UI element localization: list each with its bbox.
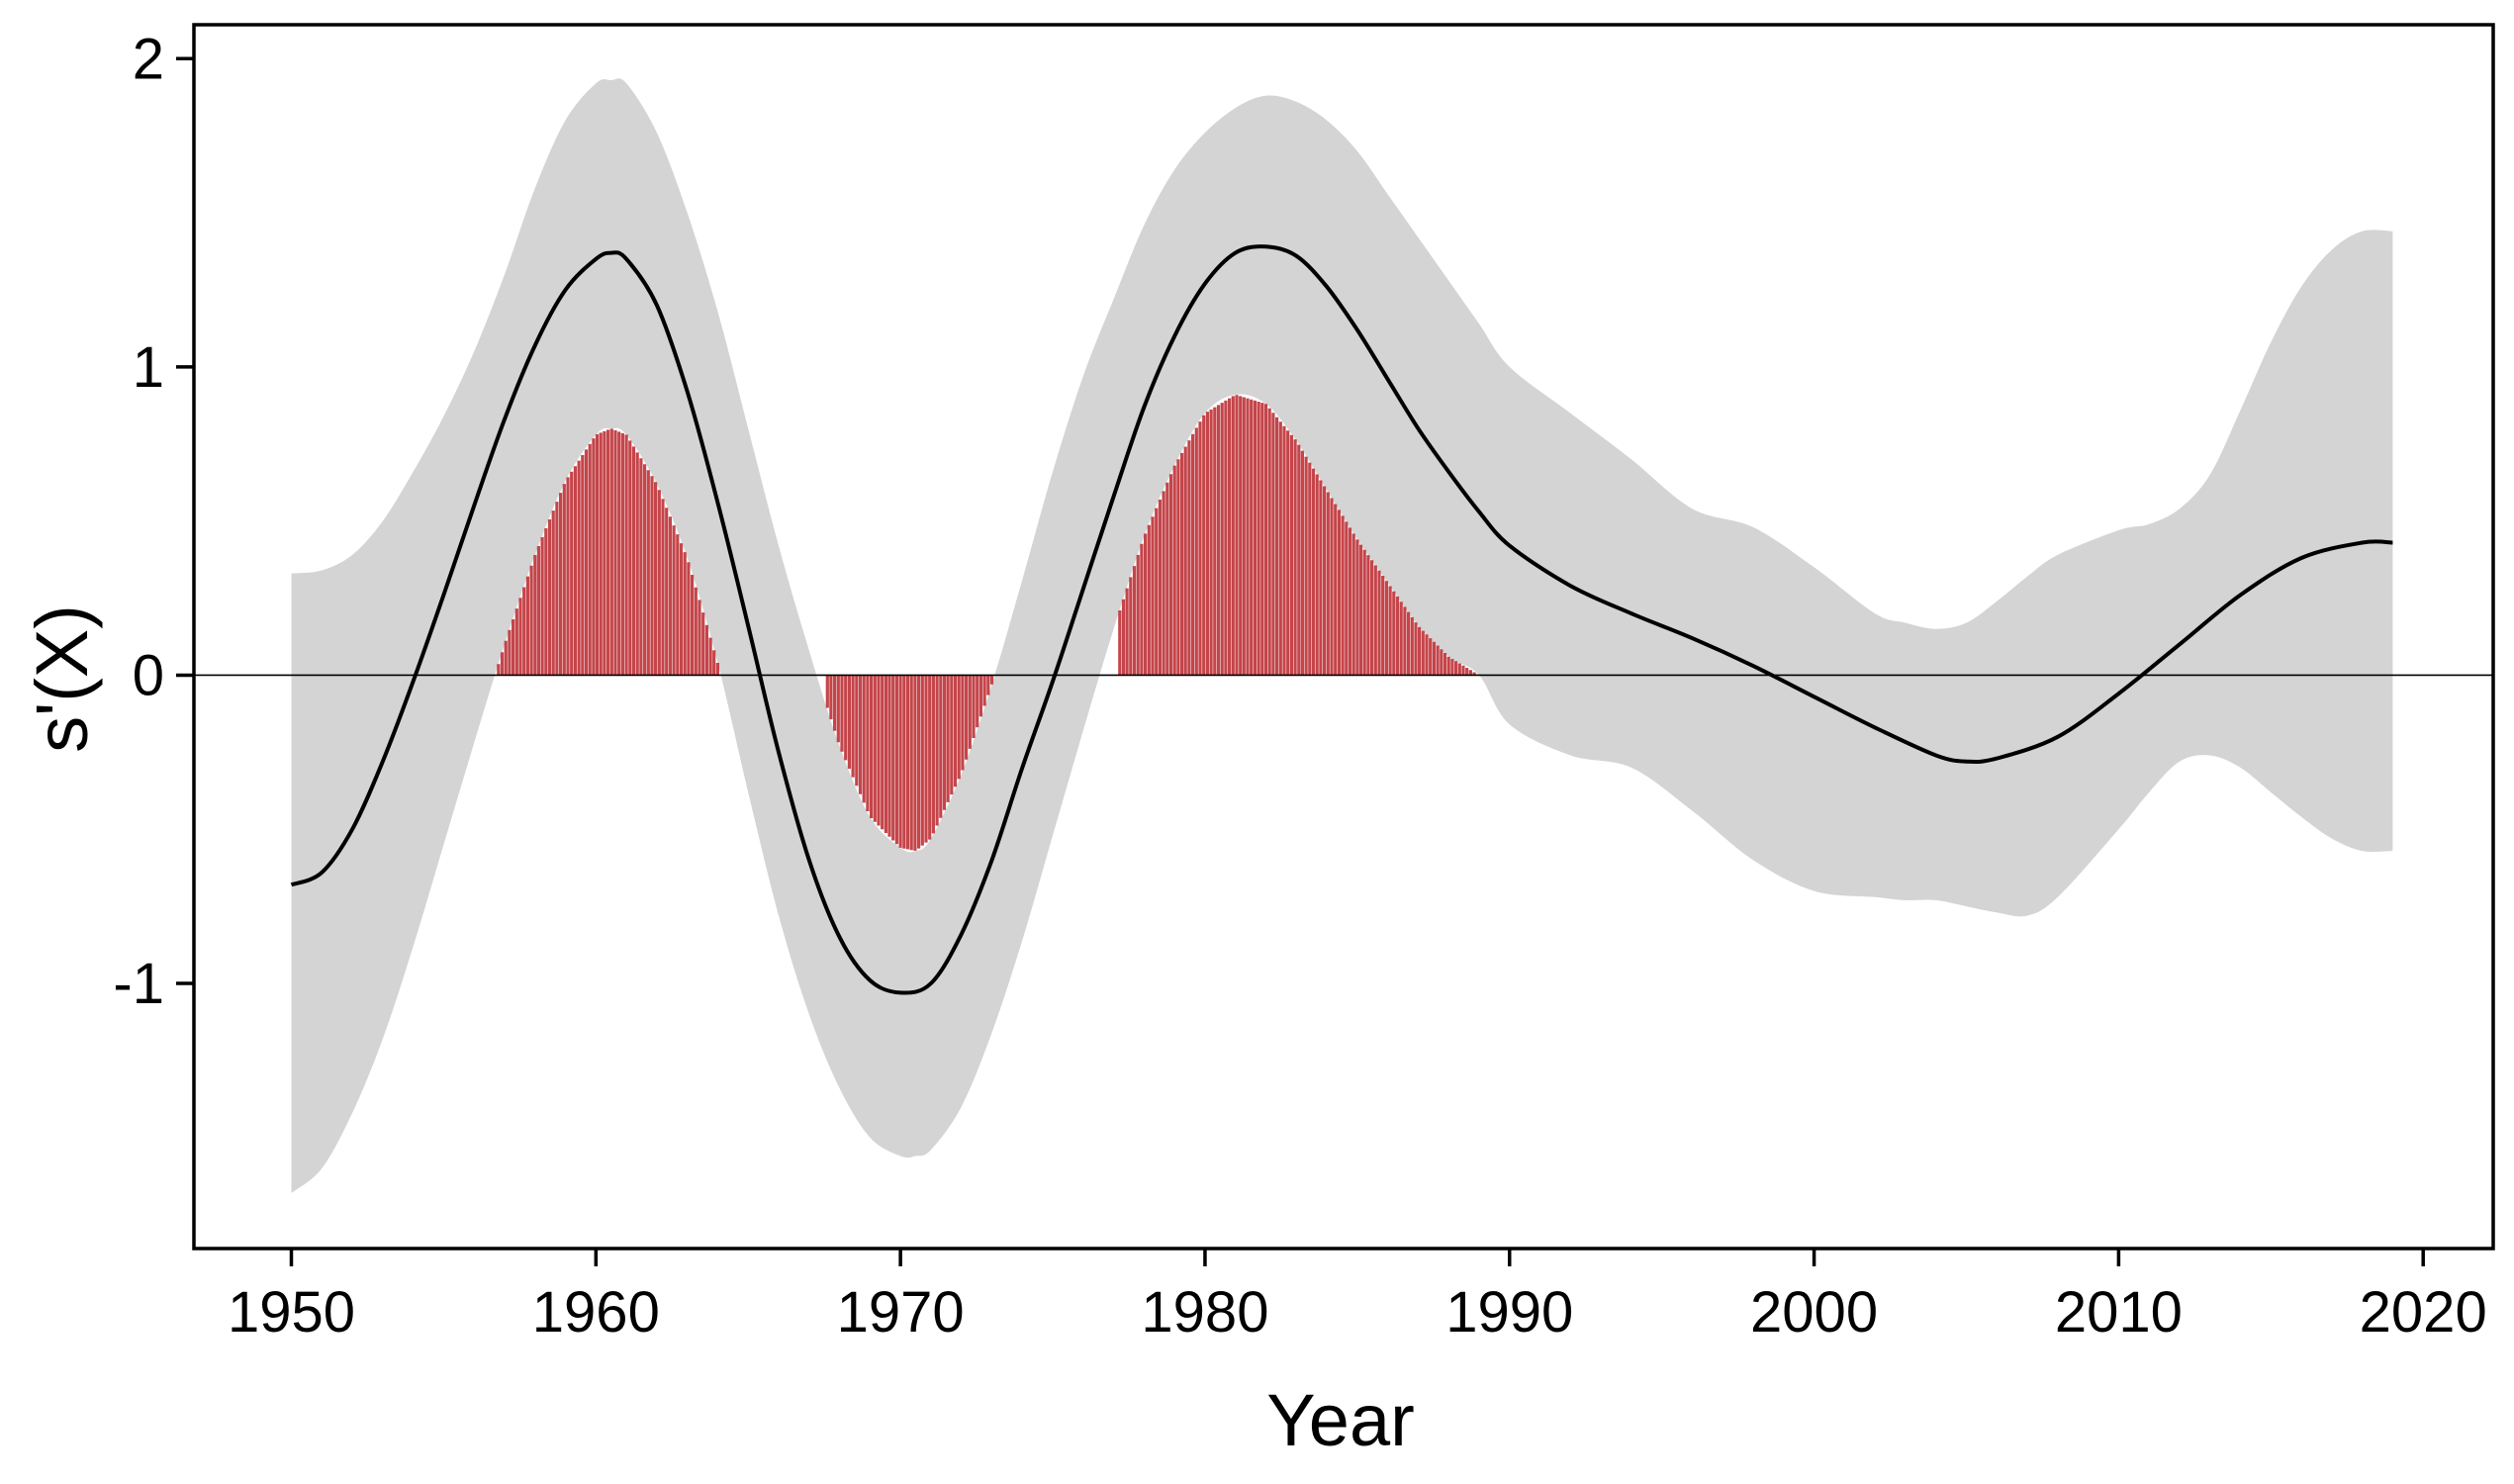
x-tick-label: 1960 [532, 1280, 660, 1345]
significant-region [825, 675, 994, 851]
x-tick-label: 1980 [1141, 1280, 1268, 1345]
y-tick-label: 0 [133, 643, 164, 707]
x-axis: 1950 1960 1970 1980 1990 2000 2010 2020 [228, 1249, 2487, 1345]
y-tick-label: -1 [113, 952, 164, 1016]
x-tick-label: 2020 [2360, 1280, 2487, 1345]
y-axis-title: s'(X) [21, 604, 103, 753]
x-tick-label: 1950 [228, 1280, 355, 1345]
x-tick-label: 2000 [1750, 1280, 1878, 1345]
estimate-line [290, 244, 2393, 995]
x-axis-title: Year [1266, 1379, 1415, 1461]
y-tick-label: 1 [133, 335, 164, 400]
x-tick-label: 1990 [1445, 1280, 1573, 1345]
significant-region [1118, 395, 1480, 676]
y-tick-label: 2 [133, 27, 164, 91]
y-axis: -1 0 1 2 [113, 27, 194, 1016]
plot-area [192, 23, 2495, 1251]
x-tick-label: 2010 [2055, 1280, 2183, 1345]
plot-frame [192, 23, 2495, 1251]
x-tick-label: 1970 [837, 1280, 965, 1345]
confidence-band [291, 78, 2393, 1193]
significant-region [497, 428, 720, 676]
